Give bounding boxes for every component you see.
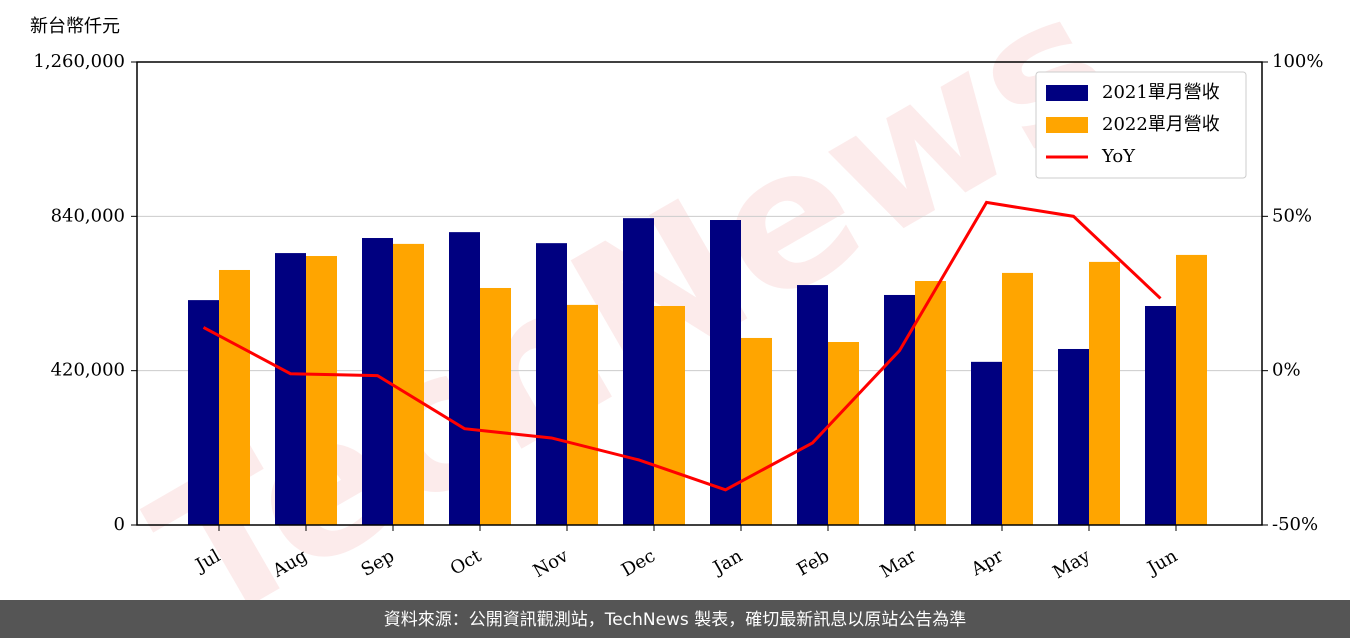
y-tick-label: 420,000: [51, 360, 125, 381]
y2-tick-label: -50%: [1272, 514, 1318, 535]
y-tick-label: 0: [114, 514, 125, 535]
bar: [1176, 254, 1207, 525]
legend-label: 2021單月營收: [1102, 82, 1220, 103]
bar: [741, 337, 772, 525]
plot-frame: [136, 61, 1263, 526]
y-tick-label: 1,260,000: [33, 51, 125, 72]
legend: [1035, 71, 1247, 179]
bar: [1089, 261, 1120, 525]
x-tick-label: Apr: [967, 545, 1007, 580]
x-tick-label: Oct: [447, 545, 486, 580]
y2-tick-label: 50%: [1272, 205, 1312, 226]
bar: [1058, 348, 1089, 525]
bar: [536, 243, 567, 525]
x-tick-label: May: [1049, 545, 1094, 583]
legend-swatch: [1046, 85, 1088, 101]
footer-band: [0, 600, 1350, 638]
legend-label: 2022單月營收: [1102, 114, 1220, 135]
bar: [449, 232, 480, 525]
bar: [654, 305, 685, 525]
bar: [623, 218, 654, 525]
line: [202, 200, 1162, 492]
bar: [275, 253, 306, 526]
bar: [306, 256, 337, 525]
x-tick-label: Mar: [877, 545, 921, 582]
bar: [1002, 272, 1033, 525]
bar: [710, 220, 741, 525]
legend-swatch: [1046, 117, 1088, 133]
bar: [828, 342, 859, 525]
bar: [1145, 305, 1176, 525]
x-tick-label: Nov: [530, 545, 573, 582]
bar: [219, 269, 250, 525]
y2-tick-label: 100%: [1272, 51, 1323, 72]
x-tick-label: Jun: [1142, 545, 1181, 580]
y2-tick-label: 0%: [1272, 360, 1301, 381]
bar: [567, 304, 598, 525]
x-tick-label: Feb: [793, 545, 833, 580]
bar: [797, 285, 828, 525]
bar: [915, 281, 946, 525]
footer: 資料來源：公開資訊觀測站，TechNews 製表，確切最新訊息以原站公告為準: [384, 610, 966, 630]
y-tick-label: 840,000: [51, 205, 125, 226]
bar: [480, 287, 511, 525]
bar: [393, 243, 424, 525]
x-tick-label: Dec: [618, 545, 659, 581]
legend-label: YoY: [1101, 146, 1136, 167]
bar: [971, 361, 1002, 525]
x-tick-label: Jan: [708, 545, 746, 579]
y-axis-label: 新台幣仟元: [30, 16, 120, 37]
bar: [188, 300, 219, 525]
